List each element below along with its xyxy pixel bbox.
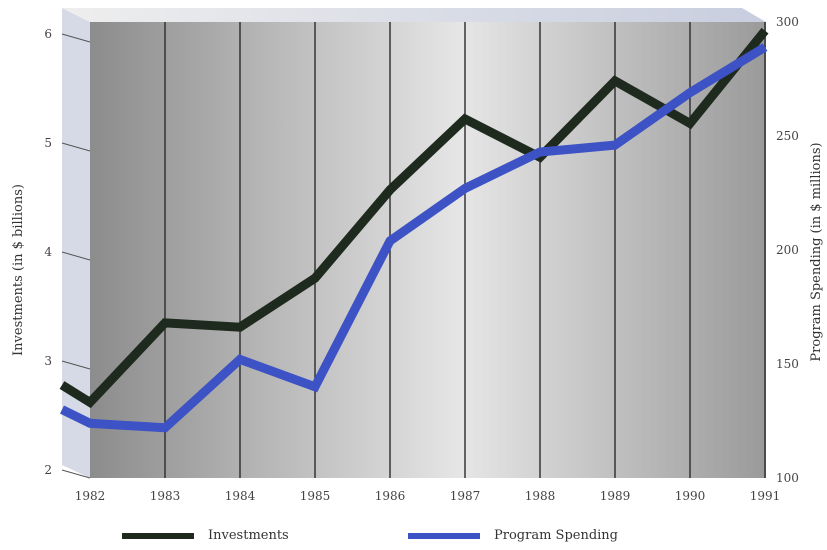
x-tick-label: 1983	[150, 489, 181, 503]
legend-program-spending: Program Spending	[408, 528, 618, 543]
left-axis-ticks: 2 3 4 5 6	[44, 27, 91, 479]
y-left-tick-mark	[61, 33, 91, 43]
x-tick-label: 1991	[750, 489, 781, 503]
y-left-tick-mark	[61, 251, 91, 261]
y-left-tick-label: 2	[44, 463, 52, 477]
grid	[164, 22, 766, 478]
y-right-tick-label: 250	[776, 129, 799, 143]
y-left-tick-label: 6	[44, 27, 52, 41]
series-program-spending-line	[60, 43, 768, 433]
legend-investments-label: Investments	[208, 528, 289, 543]
y-left-tick-mark	[61, 142, 91, 152]
y-right-tick-label: 100	[776, 471, 799, 485]
legend-program-spending-swatch	[408, 532, 480, 539]
x-tick-label: 1984	[225, 489, 256, 503]
x-tick-label: 1982	[75, 489, 106, 503]
y-right-tick-label: 300	[776, 15, 799, 29]
x-axis-ticks: 1982 1983 1984 1985 1986 1987 1988 1989 1990 1991	[75, 489, 781, 503]
series	[59, 27, 769, 433]
y-left-tick-label: 4	[44, 245, 52, 259]
y-left-tick-label: 5	[44, 136, 52, 150]
legend-investments-swatch	[122, 532, 194, 539]
right-axis-ticks: 100 150 200 250 300	[776, 15, 799, 485]
x-tick-label: 1985	[300, 489, 331, 503]
x-tick-label: 1989	[600, 489, 631, 503]
y-left-tick-mark	[61, 469, 91, 479]
wall-left	[62, 8, 90, 478]
y-right-tick-label: 200	[776, 243, 799, 257]
legend-program-spending-label: Program Spending	[494, 528, 619, 543]
wall-top	[62, 8, 766, 22]
legend-investments: Investments	[122, 528, 289, 543]
y-right-axis-title: Program Spending (in $ millions)	[809, 142, 824, 361]
x-tick-label: 1986	[375, 489, 406, 503]
x-tick-label: 1990	[675, 489, 706, 503]
series-investments-line	[59, 27, 769, 409]
y-right-tick-label: 150	[776, 357, 799, 371]
y-left-tick-mark	[61, 360, 91, 370]
x-tick-label: 1988	[525, 489, 556, 503]
y-left-axis-title: Investments (in $ billions)	[11, 184, 26, 356]
x-tick-label: 1987	[450, 489, 481, 503]
y-left-tick-label: 3	[44, 354, 52, 368]
